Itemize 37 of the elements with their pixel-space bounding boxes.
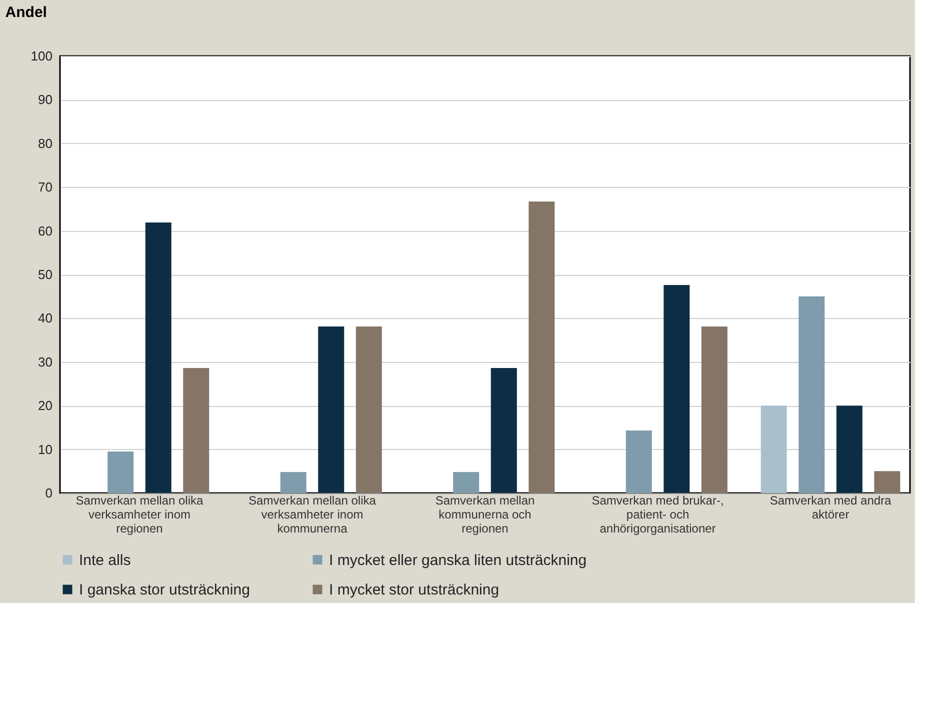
bar: [356, 326, 382, 493]
legend-label: I ganska stor utsträckning: [79, 582, 250, 598]
x-tick-label: Samverkan mellan olika verksamheter inom regionen: [76, 494, 204, 536]
y-tick-label: 70: [38, 180, 52, 195]
bar: [760, 406, 787, 493]
bar: [701, 326, 728, 493]
bar: [183, 368, 210, 493]
y-tick-label: 50: [38, 267, 52, 282]
chart-title: Andel: [5, 4, 47, 21]
bar: [490, 368, 517, 493]
bar: [798, 296, 825, 493]
x-tick-label: Samverkan med brukar-, patient- och anhörigorganisationer: [592, 494, 724, 536]
legend-label: I mycket eller ganska liten utsträckning: [329, 552, 587, 569]
y-tick-label: 100: [30, 48, 52, 64]
y-tick-label: 0: [45, 486, 52, 500]
legend-label: I mycket stor utsträckning: [329, 582, 500, 598]
bar: [874, 471, 900, 493]
bar: [528, 202, 555, 493]
x-tick-label: Samverkan mellan olika verksamheter inom kommunerna: [248, 494, 376, 536]
y-tick-label: 90: [38, 92, 52, 108]
bar: [280, 472, 306, 493]
bar: [626, 430, 652, 493]
bar: [145, 222, 172, 493]
bar: [108, 451, 134, 493]
x-tick-label: Samverkan mellan kommunerna och regionen: [435, 494, 535, 536]
y-tick-label: 10: [38, 442, 52, 457]
bar: [664, 284, 690, 493]
bar: [453, 472, 480, 493]
x-tick-label: Samverkan med andra aktörer: [770, 494, 892, 522]
y-tick-label: 60: [38, 223, 52, 238]
bar: [836, 406, 862, 493]
bar: [318, 326, 344, 493]
legend-label: Inte alls: [79, 552, 131, 569]
y-tick-label: 80: [38, 136, 52, 151]
y-tick-label: 30: [38, 354, 52, 370]
y-tick-label: 20: [38, 398, 52, 414]
y-tick-label: 40: [38, 310, 52, 326]
